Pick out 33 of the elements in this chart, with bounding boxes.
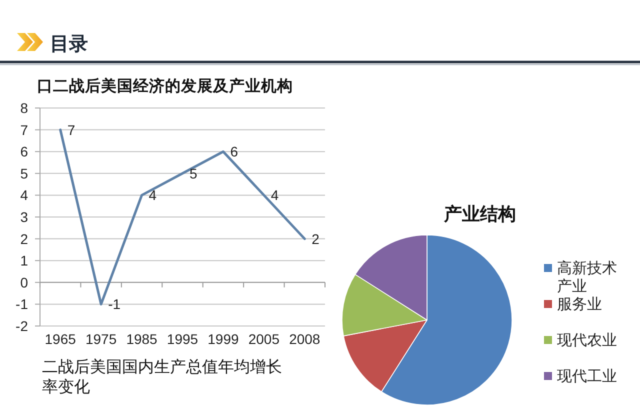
legend-label: 服务业 <box>557 296 602 313</box>
chart-subtitle: 口二战后美国经济的发展及产业机构 <box>37 76 293 95</box>
x-tick-label: 1999 <box>208 331 239 347</box>
x-tick-label: 2008 <box>289 331 320 347</box>
data-label: 5 <box>190 165 198 182</box>
x-tick-label: 1965 <box>44 331 76 347</box>
y-tick-label: 4 <box>20 187 28 204</box>
data-label: 4 <box>270 187 279 204</box>
x-tick-label: 1985 <box>126 331 158 347</box>
x-tick-label: 1995 <box>166 331 198 347</box>
y-tick-label: -2 <box>16 318 28 334</box>
legend-label: 高新技术产业 <box>557 260 617 295</box>
data-label: 4 <box>148 187 157 204</box>
data-label: -1 <box>108 296 121 312</box>
y-tick-label: 3 <box>20 209 28 225</box>
y-tick-label: 0 <box>20 274 28 290</box>
data-label: 6 <box>230 144 238 160</box>
chart-title: 产业结构 <box>443 204 516 224</box>
y-tick-label: 7 <box>20 122 28 138</box>
text: 二战后美国国内生产总值年均增长率变化 <box>42 358 282 396</box>
y-tick-label: 6 <box>20 144 28 160</box>
x-tick-label: 2005 <box>248 331 280 347</box>
y-tick-label: 8 <box>20 100 28 116</box>
y-tick-label: 5 <box>20 165 28 182</box>
data-label: 7 <box>67 122 76 138</box>
chart-title: 目录 <box>50 34 88 55</box>
y-tick-label: 1 <box>20 252 28 269</box>
legend-label: 现代工业 <box>557 368 617 385</box>
x-tick-label: 1975 <box>85 331 117 347</box>
y-tick-label: -1 <box>16 296 28 312</box>
data-label: 2 <box>312 230 320 247</box>
legend-label: 现代农业 <box>557 332 617 349</box>
y-tick-label: 2 <box>20 230 28 247</box>
